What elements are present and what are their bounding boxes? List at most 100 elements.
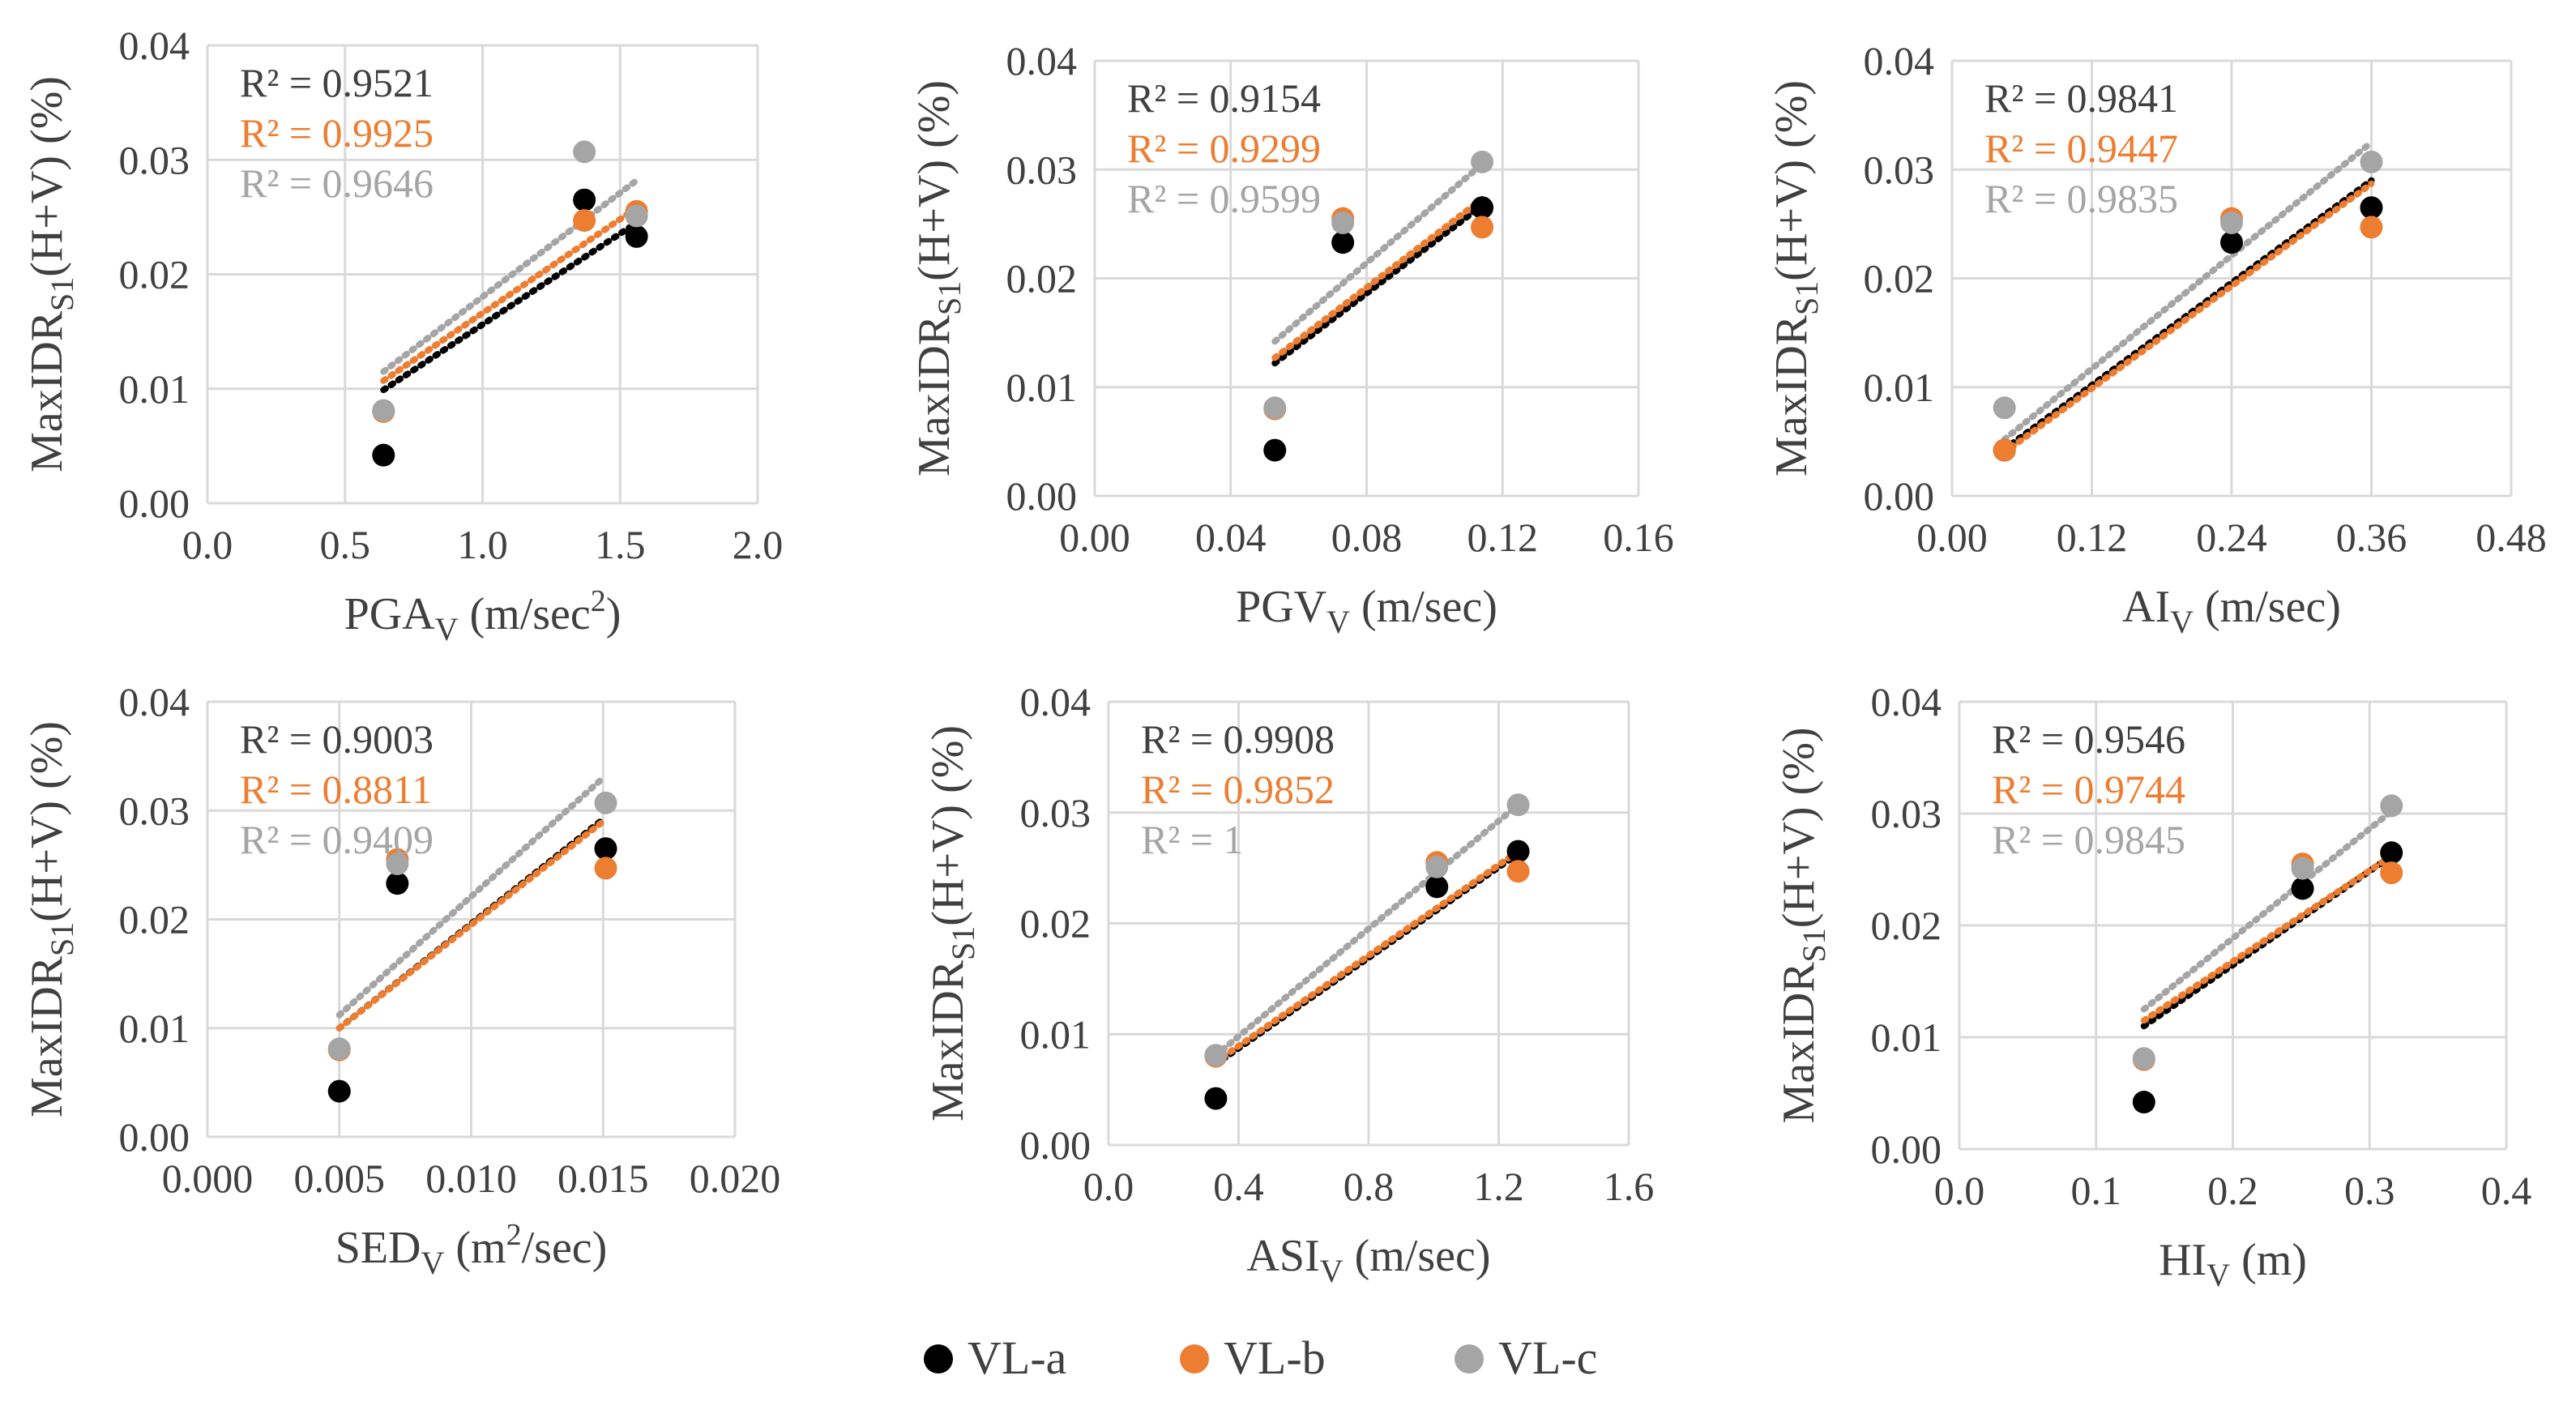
data-point-VL-b (1506, 860, 1530, 883)
data-point-VL-a (2360, 196, 2383, 220)
x-axis-label: SEDV (m2/sec) (335, 1218, 608, 1281)
x-tick-label: 0.0 (182, 522, 233, 567)
x-axis-label-sub: V (421, 1245, 444, 1281)
x-axis-label: ASIV (m/sec) (1246, 1231, 1490, 1289)
data-point-VL-b (573, 209, 596, 233)
y-axis-label: MaxIDRS1(H+V) (%) (1774, 727, 1832, 1123)
x-tick-label: 0.36 (2336, 515, 2407, 560)
data-point-VL-a (2380, 841, 2403, 865)
r2-label-VL-b: R² = 0.9852 (1141, 767, 1335, 812)
data-point-VL-a (594, 837, 617, 861)
x-tick-label: 0.48 (2476, 515, 2547, 560)
y-axis-label: MaxIDRS1(H+V) (%) (923, 725, 981, 1122)
y-axis-label-main: MaxIDR (909, 314, 959, 476)
data-point-VL-a (1331, 231, 1355, 254)
x-axis-label-sub: V (2170, 604, 2194, 640)
trendline-VL-b (1212, 848, 1522, 1066)
x-axis-label-main: HI (2159, 1235, 2206, 1285)
y-tick-label: 0.02 (1020, 901, 1091, 946)
trendline-VL-c (1271, 160, 1486, 345)
y-axis-label-rest: (H+V) (%) (22, 721, 72, 922)
y-axis-label-main: MaxIDR (1766, 314, 1817, 476)
y-tick-label: 0.04 (119, 679, 190, 724)
data-point-VL-c (1425, 855, 1449, 878)
x-tick-label: 0.5 (320, 522, 371, 567)
r2-label-VL-b: R² = 0.9744 (1992, 767, 2185, 812)
data-point-VL-c (625, 204, 648, 228)
r2-label-VL-c: R² = 0.9845 (1992, 817, 2185, 862)
x-axis-label-main: ASI (1246, 1231, 1319, 1281)
trendline-VL-a (1271, 202, 1486, 367)
y-tick-label: 0.00 (1006, 473, 1078, 519)
data-point-VL-b (594, 857, 617, 880)
x-tick-label: 0.08 (1331, 515, 1403, 560)
x-tick-label: 1.5 (595, 522, 646, 567)
data-point-VL-c (1204, 1044, 1228, 1067)
x-tick-label: 0.4 (2481, 1168, 2532, 1213)
x-axis-label-main: PGV (1236, 582, 1326, 632)
x-axis-label-unit: (m/sec (458, 589, 590, 639)
data-point-VL-c (386, 852, 409, 876)
y-tick-label: 0.03 (1864, 147, 1935, 192)
data-point-VL-a (573, 188, 596, 212)
x-tick-label: 0.16 (1603, 515, 1674, 560)
legend-label-VL-c: VL-c (1498, 1331, 1597, 1384)
x-axis-label-unit: (m) (2230, 1235, 2307, 1285)
x-axis-label-unit: (m (444, 1223, 506, 1273)
x-tick-label: 0.010 (425, 1156, 517, 1201)
data-point-VL-c (573, 140, 596, 164)
r2-label-VL-c: R² = 1 (1141, 817, 1244, 862)
legend: VL-a VL-b VL-c (924, 1331, 1597, 1384)
trendline-VL-a (2001, 177, 2375, 453)
y-tick-label: 0.01 (119, 1006, 190, 1051)
x-tick-label: 0.04 (1195, 515, 1267, 560)
data-point-VL-a (1425, 875, 1449, 899)
x-tick-label: 1.2 (1473, 1164, 1524, 1209)
data-point-VL-c (2132, 1047, 2155, 1070)
r2-label-VL-b: R² = 0.8811 (240, 767, 432, 812)
y-axis-label-main: MaxIDR (923, 959, 973, 1122)
r2-label-VL-a: R² = 0.9908 (1141, 716, 1335, 762)
trendline-VL-a (380, 219, 640, 394)
data-point-VL-c (594, 791, 617, 814)
y-axis-label-main: MaxIDR (1774, 962, 1824, 1124)
chart-panel-2: 0.00 0.04 0.08 0.12 0.16 0.00 0.01 0.02 0.03 0.04… (909, 38, 1674, 640)
data-point-VL-a (386, 872, 409, 895)
y-axis-label-rest: (H+V) (%) (923, 725, 973, 926)
trendline-VL-b (2140, 852, 2395, 1024)
r2-label-VL-c: R² = 0.9409 (240, 817, 434, 862)
legend-label-VL-b: VL-b (1224, 1331, 1326, 1384)
data-point-VL-c (2360, 150, 2383, 173)
y-axis-label-sub: S1 (44, 277, 80, 311)
y-axis-label-sub: S1 (1788, 281, 1825, 315)
y-tick-label: 0.03 (1006, 147, 1078, 192)
data-point-VL-c (1471, 150, 1494, 173)
trendline-VL-b (1271, 195, 1486, 361)
data-point-VL-c (1331, 212, 1355, 235)
data-point-VL-a (1506, 840, 1530, 863)
x-tick-label: 0.0 (1083, 1164, 1134, 1209)
x-tick-label: 0.3 (2344, 1168, 2395, 1213)
x-axis-label-sub: V (1320, 1253, 1344, 1289)
y-tick-label: 0.01 (1864, 365, 1935, 410)
chart-panel-1: 0.0 0.5 1.0 1.5 2.0 0.00 0.01 0.02 0.03 0.04 PGAV … (22, 23, 783, 647)
x-axis-label: AIV (m/sec) (2122, 582, 2341, 640)
legend-marker-VL-a (924, 1344, 953, 1374)
x-tick-label: 0.005 (294, 1156, 386, 1201)
chart-panel-5: 0.0 0.4 0.8 1.2 1.6 0.00 0.01 0.02 0.03 0.04 ASIV … (923, 679, 1654, 1289)
x-axis-label-sub: V (435, 611, 459, 647)
y-tick-label: 0.02 (119, 252, 190, 297)
y-axis-label-sub: S1 (945, 926, 981, 960)
r2-label-VL-a: R² = 0.9841 (1984, 75, 2178, 121)
x-axis-label-unit: (m/sec) (2194, 582, 2341, 632)
data-point-VL-c (1993, 396, 2016, 420)
x-axis-label-sup: 2 (591, 584, 606, 618)
y-tick-label: 0.00 (1871, 1126, 1942, 1172)
x-tick-label: 0.2 (2207, 1168, 2258, 1213)
x-axis-label-sub: V (1326, 604, 1350, 640)
y-axis-label-sub: S1 (44, 922, 80, 956)
data-point-VL-a (2220, 231, 2243, 254)
data-point-VL-c (372, 399, 395, 422)
y-tick-label: 0.01 (1871, 1015, 1942, 1060)
data-point-VL-b (1471, 216, 1494, 239)
